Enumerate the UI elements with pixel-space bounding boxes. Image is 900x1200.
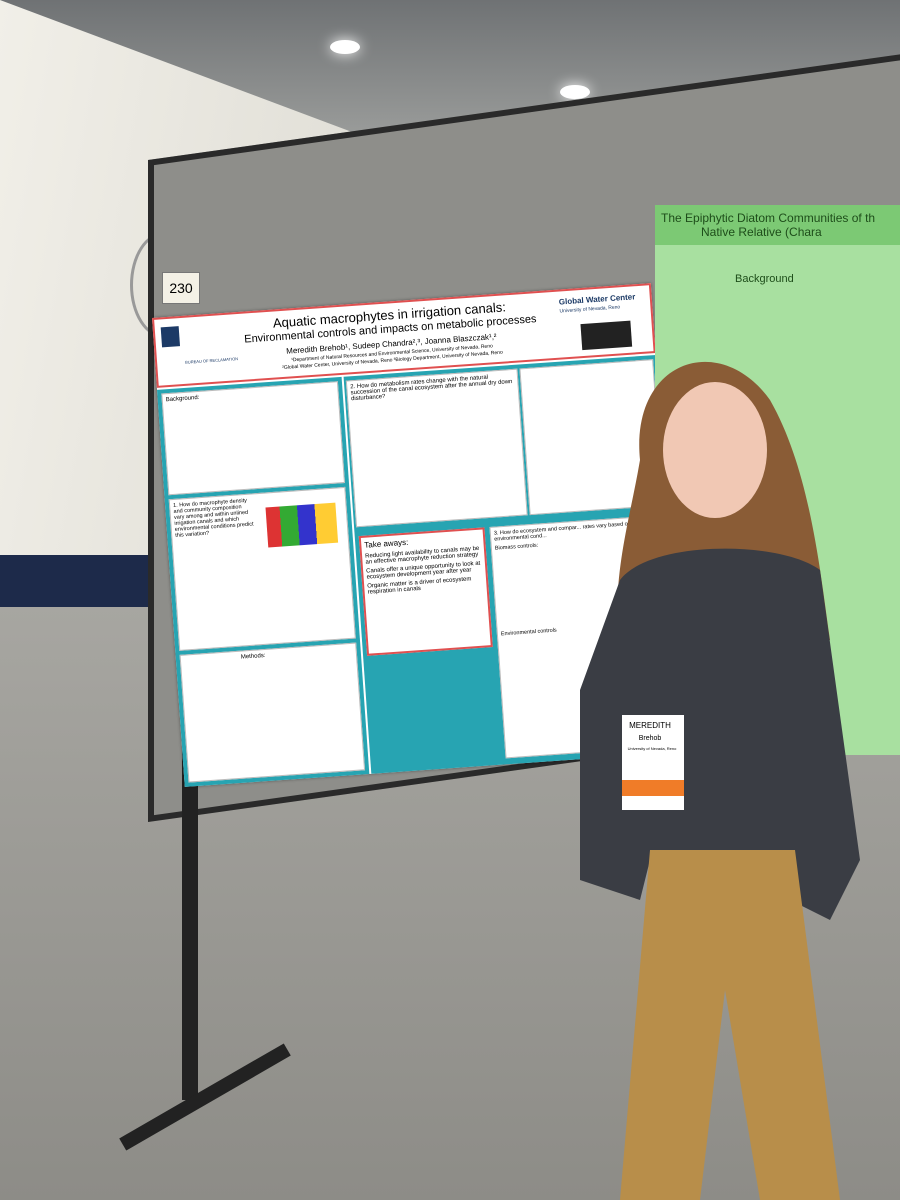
light [560, 85, 590, 99]
badge-name: MEREDITH [629, 721, 671, 730]
logo-text: Global Water Center [558, 292, 636, 307]
section-heading: Background: [165, 394, 200, 404]
badge-name: Brehob [639, 735, 662, 742]
table-skirt [0, 555, 165, 607]
poster-column: Background: 1. How do macrophyte density… [157, 376, 370, 787]
face [663, 382, 767, 518]
panel: 1. How do macrophyte density and communi… [168, 486, 356, 651]
neighbor-header: The Epiphytic Diatom Communities of th N… [655, 205, 900, 245]
neighbor-title: Native Relative (Chara [701, 225, 822, 239]
takeaways: Take aways: Reducing light availability … [358, 527, 493, 656]
section-heading: 2. How do metabolism rates change with t… [350, 374, 513, 403]
panel: Background: [161, 381, 345, 496]
badge-stripe [622, 780, 684, 796]
section-heading: 1. How do macrophyte density and communi… [172, 497, 254, 539]
badge-affiliation: University of Nevada, Reno [628, 746, 677, 751]
board-number: 230 [162, 272, 200, 304]
section-heading: Methods: [240, 652, 266, 661]
light [330, 40, 360, 54]
neighbor-title: The Epiphytic Diatom Communities of th [661, 211, 876, 225]
panel: 2. How do metabolism rates change with t… [345, 368, 528, 528]
neighbor-heading: Background [735, 273, 794, 285]
panel: Methods: [179, 642, 366, 783]
pants [620, 850, 840, 1200]
logo [160, 326, 181, 348]
board-leg [182, 700, 198, 1100]
shirt [580, 548, 860, 920]
person: MEREDITH Brehob University of Nevada, Re… [580, 361, 860, 1200]
figure [265, 502, 339, 548]
